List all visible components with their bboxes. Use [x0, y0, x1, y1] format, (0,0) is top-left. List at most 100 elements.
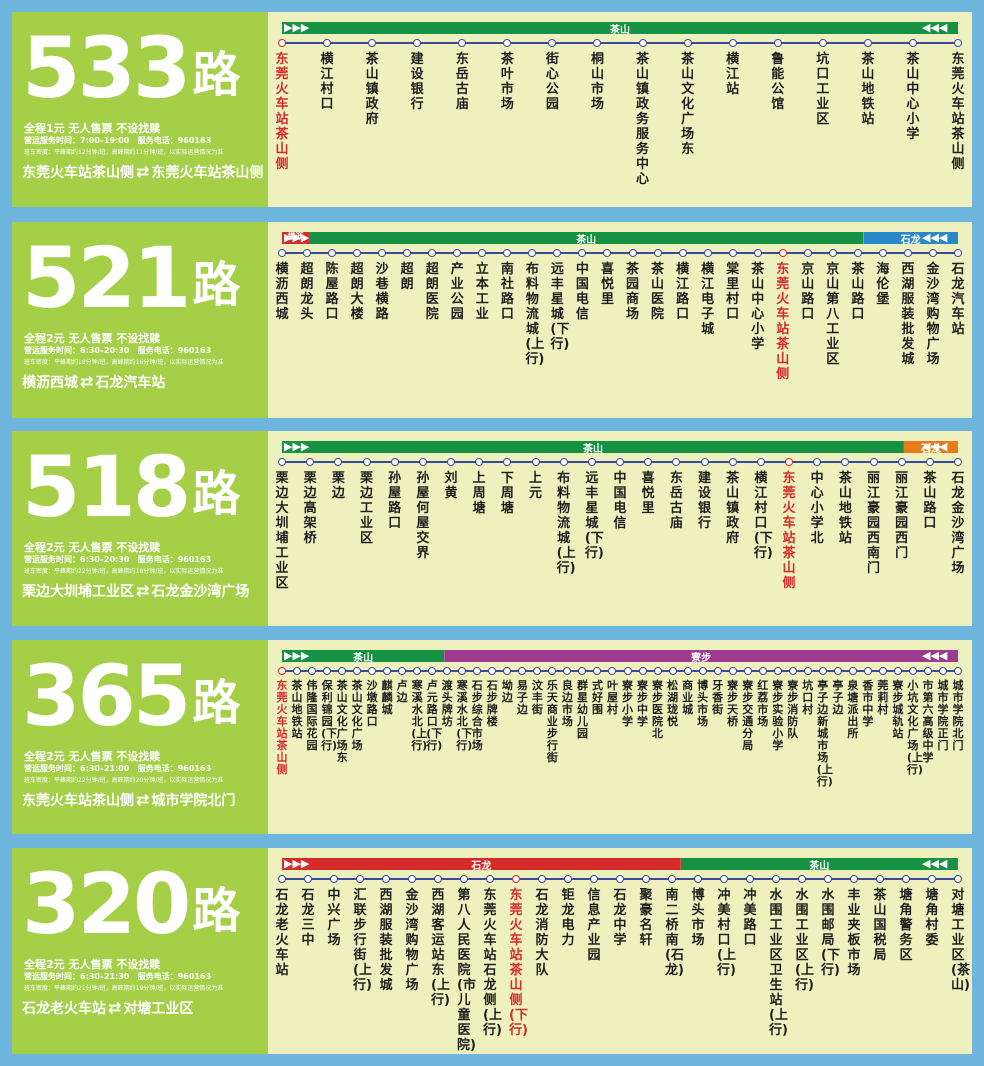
stop-marker: [638, 39, 647, 47]
stop-name: 乐天商业步行街: [546, 679, 558, 764]
stop-marker: [785, 458, 793, 466]
stop-name: 栗边高架桥: [303, 471, 317, 546]
stop-marker: [486, 875, 494, 883]
route-info: 521路 全程2元 无人售票 不设找赎 营运服务时间：6:30–20:30 服务电话…: [12, 222, 268, 418]
stop-marker: [638, 667, 647, 675]
stop-marker: [413, 667, 422, 675]
fare-text: 全程2元 无人售票 不设找赎: [24, 332, 161, 345]
stop-marker: [954, 667, 962, 675]
stop-marker: [593, 667, 602, 675]
stop-marker: [628, 249, 637, 257]
direction-arrows-end-icon: ◀◀◀: [922, 231, 948, 244]
stop-marker: [683, 667, 692, 675]
stop-name: 石龙汽车站: [951, 262, 965, 337]
route-info: 320路 全程2元 无人售票 不设找赎 营运服务时间：6:30–21:30 服务电话…: [12, 848, 268, 1054]
stop-marker: [304, 875, 312, 883]
stop-marker: [278, 667, 286, 675]
stop-marker: [548, 667, 557, 675]
stop-name: 寒溪水北(上行): [411, 679, 428, 752]
stop-marker: [668, 875, 676, 883]
stop-name: 香市中学: [862, 679, 874, 728]
stop-marker: [803, 249, 812, 257]
stop-marker: [458, 39, 467, 47]
route-unit: 路: [192, 47, 241, 103]
terminals: 石龙老火车站 ⇄ 对塘工业区: [22, 998, 193, 1018]
interval-text: 班车密度：平峰期约21分钟/班，高峰期约19分钟/班，以实际运营情况为准: [24, 985, 224, 992]
stop-name: 亭子边新城市场(上行): [816, 679, 833, 788]
stop-name: 叶屋村: [606, 679, 618, 716]
district-label: 茶山: [582, 444, 603, 455]
stop-name: 中国电信: [613, 471, 627, 531]
stop-name: 鲁能公馆: [771, 52, 785, 112]
stop-marker: [353, 667, 362, 675]
stop-marker: [828, 249, 837, 257]
route-map: 横沥 茶山 石龙 ▶▶▶ ◀◀◀ 横沥西城 超朗龙头 陈屋路口 超朗大楼 沙巷横路 超朗 超朗医院 产业…: [268, 222, 972, 418]
stop-name: 栗边: [331, 471, 345, 501]
stop-marker: [578, 249, 587, 257]
stop-marker: [368, 39, 377, 47]
stop-marker: [503, 39, 512, 47]
stop-name: 下周塘: [500, 471, 514, 516]
district-band: 茶山: [282, 441, 904, 453]
hours-phone: 营运服务时间：7:00–19:00 服务电话：960163: [24, 135, 211, 146]
stop-marker: [902, 875, 910, 883]
stop-name: 横沥西城: [275, 262, 289, 322]
terminal-to: 城市学院北门: [151, 793, 236, 809]
stop-marker: [593, 39, 602, 47]
stop-marker: [778, 249, 787, 257]
stop-name: 上周塘: [472, 471, 486, 516]
terminal-to: 石龙汽车站: [95, 375, 166, 391]
stop-name: 小坑文化广场(上行): [906, 679, 923, 776]
stop-marker: [616, 458, 624, 466]
stop-name: 东岳古庙: [455, 52, 469, 112]
stop-name: 茶山地铁站: [291, 679, 303, 740]
stop-name: 茶山镇政府: [726, 471, 740, 546]
stop-marker: [824, 875, 832, 883]
hours-phone: 营运服务时间：6:30–21:30 服务电话：960163: [24, 971, 211, 982]
stop-marker: [328, 249, 337, 257]
stop-marker: [447, 458, 455, 466]
route-panel-521: 521路 全程2元 无人售票 不设找赎 营运服务时间：6:30–20:30 服务电话…: [12, 222, 972, 418]
route-unit: 路: [192, 675, 241, 731]
stop-name: 茶山文化广场东: [336, 679, 348, 764]
stop-name: 超朗: [400, 262, 414, 292]
district-band: 石龙: [903, 441, 958, 453]
stop-name: 南社路口: [500, 262, 514, 322]
stop-marker: [773, 39, 782, 47]
district-label: 横沥: [287, 232, 304, 241]
stop-name: 布料物流城(上行): [525, 262, 545, 367]
stop-marker: [418, 458, 427, 466]
stop-marker: [893, 667, 902, 675]
district-label: 茶山: [353, 653, 374, 664]
stop-name: 陈屋路口: [325, 262, 339, 322]
stop-marker: [353, 249, 362, 257]
route-unit: 路: [192, 466, 241, 522]
stop-name: 寮步交通分局: [742, 679, 754, 752]
stop-name: 栗边大圳埔工业区: [275, 471, 289, 591]
stop-name: 茶山地铁站: [838, 471, 852, 546]
stop-name: 茶山中心小学: [906, 52, 920, 142]
route-number-text: 320: [22, 855, 191, 953]
stop-name: 冲美路口: [743, 888, 757, 948]
stop-marker: [278, 458, 286, 466]
stop-marker: [908, 39, 917, 47]
stop-marker: [460, 875, 468, 883]
stop-marker: [334, 458, 343, 466]
stop-name: 丽江豪园西门: [895, 471, 909, 561]
district-band: 茶山: [680, 858, 958, 870]
stop-marker: [798, 875, 806, 883]
stop-name: 寮步天桥: [727, 679, 739, 728]
stop-name: 立本工业: [475, 262, 489, 322]
stop-marker: [531, 458, 540, 466]
stop-name: 桐山市场: [590, 52, 604, 112]
stop-marker: [323, 667, 332, 675]
stop-name: 石步综合市场: [471, 679, 483, 752]
stop-marker: [818, 39, 827, 47]
two-way-arrow-icon: ⇄: [136, 790, 150, 809]
stop-name: 东莞火车站茶山侧: [951, 52, 965, 172]
route-map: 茶山 ▶▶▶ ◀◀◀ 东莞火车站茶山侧 横江村口 茶山镇政府 建设银行 东岳古庙 茶叶市场 街心公…: [268, 12, 972, 207]
route-number-text: 521: [22, 229, 191, 327]
stop-name: 东莞火车站茶山侧: [275, 52, 289, 172]
service-phone: 服务电话：960163: [137, 972, 212, 981]
direction-arrows-icon: ▶▶▶: [284, 231, 310, 244]
